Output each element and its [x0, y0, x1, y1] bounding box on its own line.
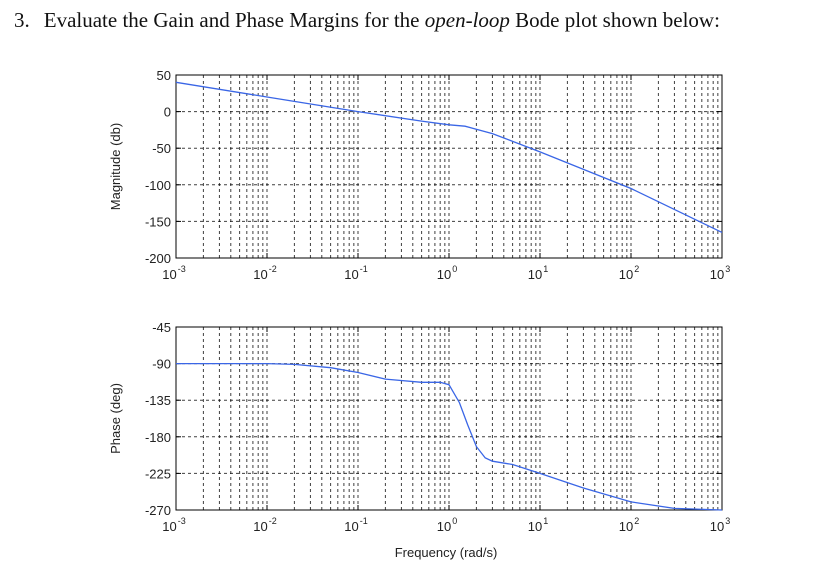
y-tick-label: -270 [145, 503, 171, 518]
x-tick-label: 102 [619, 264, 639, 282]
question-number: 3. [14, 8, 30, 32]
question-text-end: Bode plot shown below: [509, 8, 720, 32]
question-text-italic: open-loop [424, 8, 510, 32]
x-tick-label: 10-2 [253, 516, 276, 534]
question-text-start: Evaluate the Gain and Phase Margins for … [43, 8, 425, 32]
x-tick-label: 10-1 [344, 516, 367, 534]
x-tick-label: 101 [528, 516, 548, 534]
y-tick-label: 0 [164, 105, 171, 120]
magnitude-axis-label: Magnitude (db) [108, 123, 123, 210]
question-text: 3. Evaluate the Gain and Phase Margins fo… [14, 8, 720, 33]
y-tick-label: -50 [152, 141, 171, 156]
x-tick-label: 10-3 [162, 264, 185, 282]
y-tick-label: -90 [152, 357, 171, 372]
x-tick-label: 10-2 [253, 264, 276, 282]
magnitude-curve [175, 81, 723, 233]
phase-curve [176, 362, 723, 511]
y-tick-label: -45 [152, 320, 171, 335]
x-tick-label: 103 [710, 516, 730, 534]
x-tick-label: 100 [437, 264, 457, 282]
y-tick-label: -150 [145, 214, 171, 229]
y-tick-label: 50 [157, 68, 171, 83]
x-tick-label: 10-1 [344, 264, 367, 282]
x-tick-label: 102 [619, 516, 639, 534]
y-tick-label: -180 [145, 430, 171, 445]
x-tick-label: 103 [710, 264, 730, 282]
y-tick-label: -225 [145, 466, 171, 481]
x-tick-label: 10-3 [162, 516, 185, 534]
x-tick-label: 100 [437, 516, 457, 534]
y-tick-label: -200 [145, 251, 171, 266]
x-tick-label: 101 [528, 264, 548, 282]
frequency-axis-label: Frequency (rad/s) [395, 545, 498, 560]
y-tick-label: -100 [145, 178, 171, 193]
y-tick-label: -135 [145, 393, 171, 408]
phase-axis-label: Phase (deg) [108, 383, 123, 454]
